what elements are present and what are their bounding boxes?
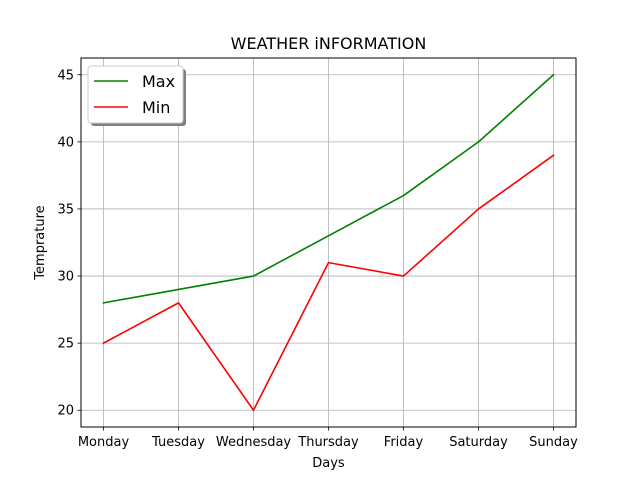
legend-items: Max Min: [94, 72, 175, 117]
x-tick-label: Monday: [78, 435, 130, 450]
x-axis-label: Days: [312, 456, 345, 471]
series-line-max: [102, 73, 555, 304]
chart-title: WEATHER iNFORMATION: [231, 34, 427, 53]
y-tick-label: 25: [57, 337, 74, 352]
y-tick-label: 35: [57, 202, 74, 217]
y-tick-label: 20: [57, 404, 74, 419]
legend: Max Min: [87, 65, 186, 126]
y-tick-label: 30: [57, 270, 74, 285]
x-tick-label: Thursday: [297, 435, 359, 450]
legend-label-min: Min: [142, 98, 170, 117]
x-tick-label: Sunday: [529, 435, 578, 450]
grid: [81, 58, 576, 427]
axis-ticks: Monday Tuesday Wednesday Thursday Friday Satu…: [57, 68, 578, 450]
x-tick-label: Tuesday: [151, 435, 205, 450]
y-axis-label: Temprature: [33, 205, 48, 280]
x-tick-label: Friday: [384, 435, 424, 450]
series-lines: [102, 73, 555, 412]
y-tick-label: 45: [57, 68, 74, 83]
legend-label-max: Max: [142, 72, 175, 91]
x-tick-label: Wednesday: [216, 435, 292, 450]
y-tick-label: 40: [57, 135, 74, 150]
x-tick-label: Saturday: [449, 435, 508, 450]
series-line-min: [102, 154, 555, 412]
